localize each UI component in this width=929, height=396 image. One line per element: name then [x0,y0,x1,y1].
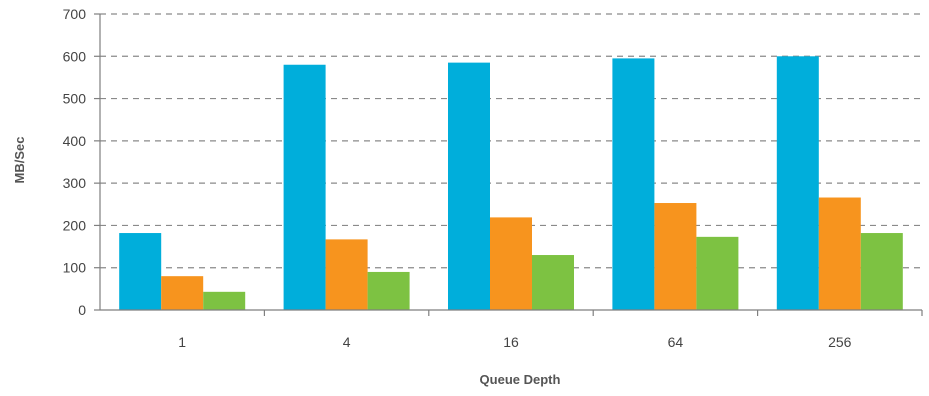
y-tick-label-300: 300 [63,175,87,191]
axes [94,13,923,316]
bar-series2-4 [325,239,368,310]
bar-series3-256 [860,233,903,310]
y-tick-label-700: 700 [63,6,87,22]
x-tick-labels: 1 4 16 64 256 [178,334,851,350]
bar-series1-64 [612,58,655,311]
y-tick-label-400: 400 [63,133,87,149]
bar-series1-4 [283,64,326,310]
y-axis-title: MB/Sec [12,137,27,184]
bar-series1-16 [448,62,490,310]
bars [119,56,903,311]
bar-series2-256 [818,197,861,310]
x-tick-label-1: 1 [178,334,186,350]
x-tick-label-4: 4 [343,334,351,350]
bar-series1-256 [776,56,819,311]
x-tick-label-256: 256 [828,334,852,350]
bar-series2-16 [490,217,532,310]
x-axis-title: Queue Depth [480,372,561,387]
bar-series3-16 [532,255,574,310]
y-tick-labels: 0 100 200 300 400 500 600 700 [63,6,87,318]
bar-series2-1 [161,276,204,310]
gridlines [100,13,922,269]
y-tick-label-0: 0 [78,302,86,318]
bar-series3-1 [203,291,246,310]
y-tick-label-100: 100 [63,260,87,276]
bar-series3-64 [696,236,739,310]
y-tick-label-600: 600 [63,48,87,64]
bar-series3-4 [367,271,410,310]
bar-series1-1 [119,233,162,310]
x-tick-label-64: 64 [668,334,684,350]
y-tick-label-500: 500 [63,91,87,107]
bar-series2-64 [654,203,697,310]
x-tick-label-16: 16 [503,334,519,350]
y-tick-label-200: 200 [63,217,87,233]
